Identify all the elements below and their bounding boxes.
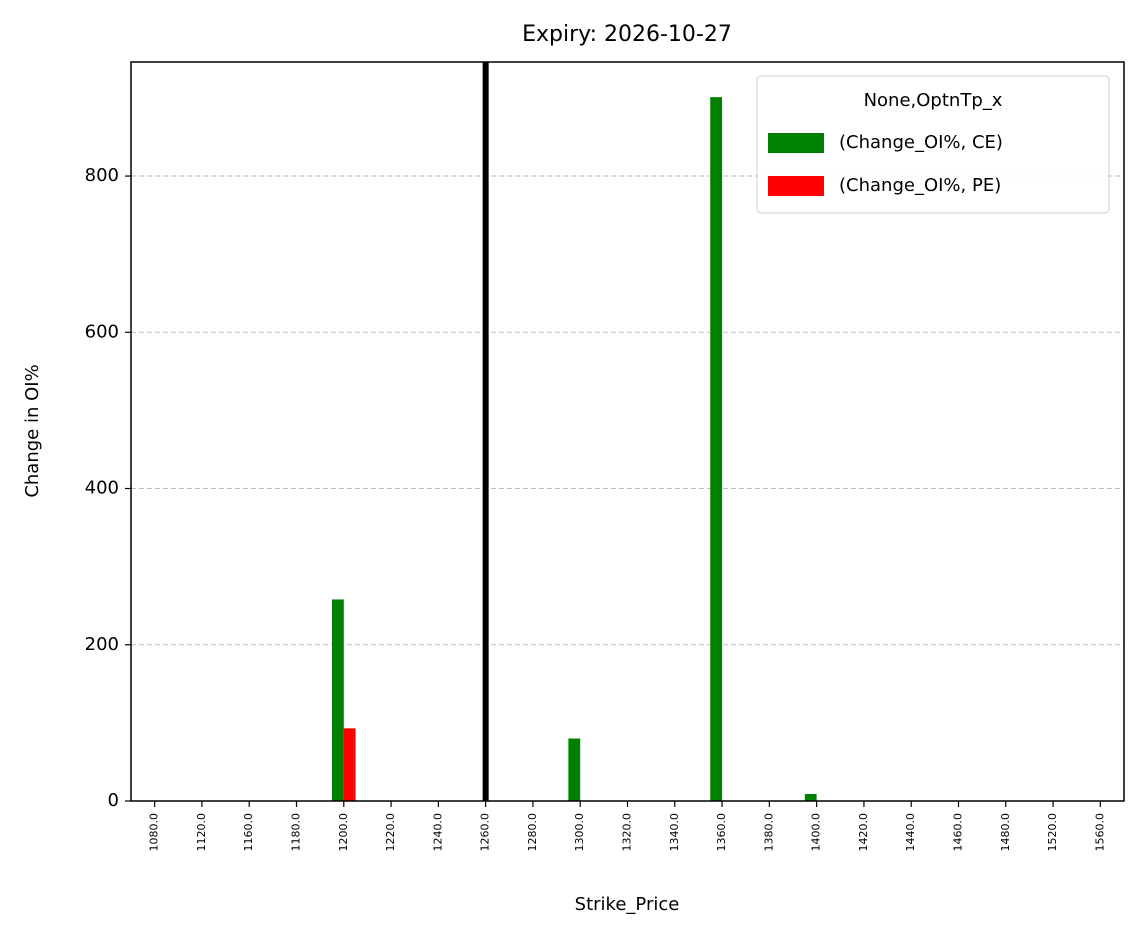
y-tick-label: 400 xyxy=(85,478,119,499)
x-tick-label: 1260.0 xyxy=(479,813,492,852)
x-tick-label: 1340.0 xyxy=(668,813,681,852)
x-tick-label: 1380.0 xyxy=(762,813,775,852)
x-tick-label: 1360.0 xyxy=(715,813,728,852)
y-axis-label: Change in OI% xyxy=(22,364,43,497)
x-tick-label: 1460.0 xyxy=(952,813,965,852)
x-axis-label: Strike_Price xyxy=(575,894,680,915)
bar xyxy=(343,728,356,801)
legend-swatch xyxy=(768,133,824,153)
legend-title: None,OptnTp_x xyxy=(864,90,1003,111)
y-tick-label: 200 xyxy=(85,634,119,655)
legend-swatch xyxy=(768,176,824,196)
chart-title: Expiry: 2026-10-27 xyxy=(522,22,732,47)
x-tick-label: 1080.0 xyxy=(148,813,161,852)
legend-label: (Change_OI%, CE) xyxy=(839,132,1003,153)
bar xyxy=(331,599,344,801)
x-tick-label: 1280.0 xyxy=(526,813,539,852)
x-tick-label: 1120.0 xyxy=(195,813,208,852)
legend-label: (Change_OI%, PE) xyxy=(839,175,1001,196)
x-tick-label: 1440.0 xyxy=(904,813,917,852)
bar xyxy=(568,738,581,801)
x-tick-label: 1420.0 xyxy=(857,813,870,852)
x-tick-label: 1200.0 xyxy=(337,813,350,852)
y-tick-label: 0 xyxy=(108,790,119,811)
x-tick-label: 1240.0 xyxy=(431,813,444,852)
x-tick-label: 1180.0 xyxy=(290,813,303,852)
plot-frame xyxy=(130,61,1125,802)
y-tick-label: 800 xyxy=(85,165,119,186)
x-tick-label: 1520.0 xyxy=(1046,813,1059,852)
x-tick-label: 1560.0 xyxy=(1093,813,1106,852)
x-tick-label: 1160.0 xyxy=(242,813,255,852)
x-tick-label: 1320.0 xyxy=(621,813,634,852)
x-tick-label: 1480.0 xyxy=(999,813,1012,852)
x-tick-label: 1400.0 xyxy=(810,813,823,852)
y-tick-label: 600 xyxy=(85,321,119,342)
x-tick-label: 1220.0 xyxy=(384,813,397,852)
legend-box xyxy=(756,75,1110,214)
bar xyxy=(804,793,817,801)
x-tick-label: 1300.0 xyxy=(573,813,586,852)
bar xyxy=(710,97,723,802)
